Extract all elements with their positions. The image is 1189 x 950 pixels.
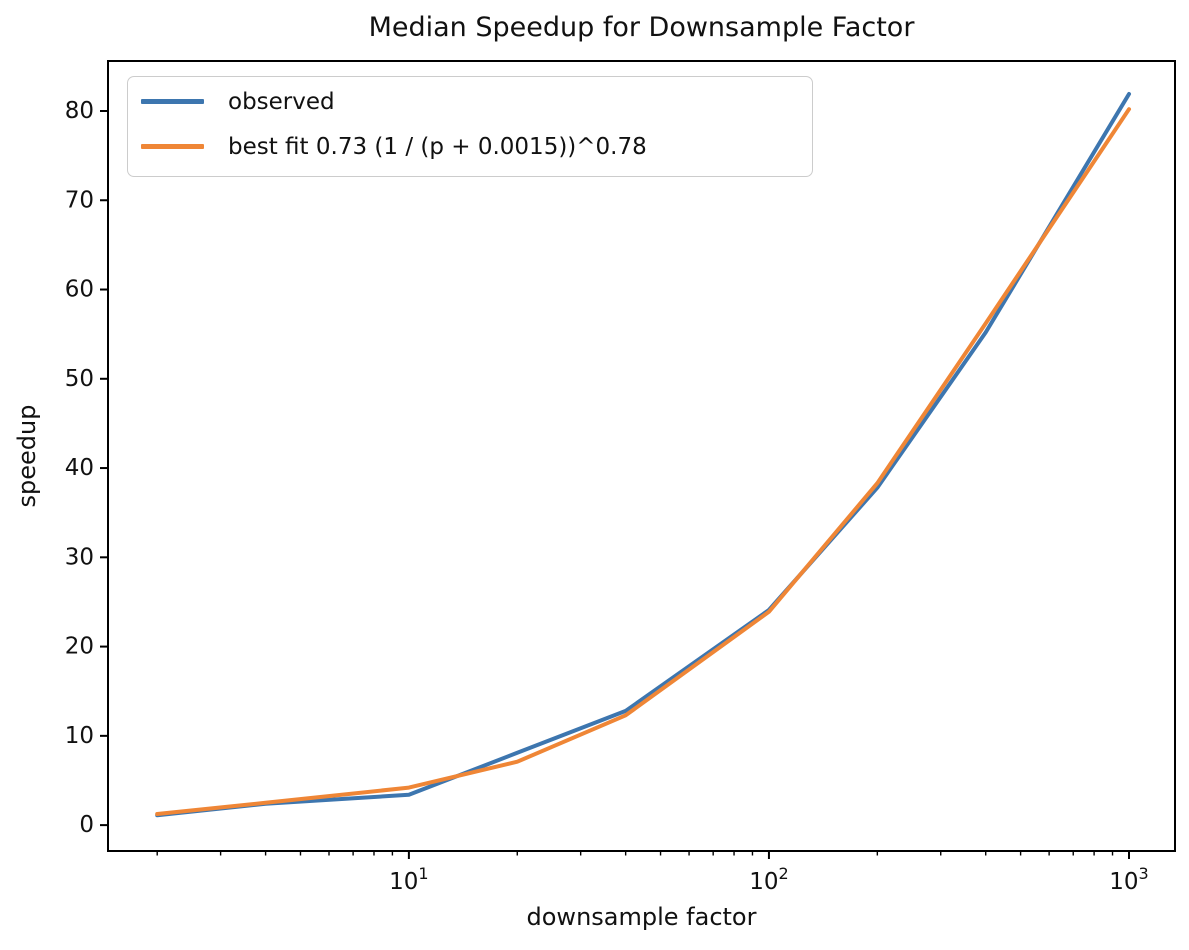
x-axis-label: downsample factor <box>526 903 757 931</box>
legend-label-observed: observed <box>228 88 335 115</box>
y-tick-label: 70 <box>65 187 94 213</box>
series-line-observed <box>155 92 1131 818</box>
y-tick-label: 20 <box>65 634 94 660</box>
y-tick-label: 60 <box>65 277 94 303</box>
y-tick-label: 40 <box>65 455 94 481</box>
legend: observed best fit 0.73 (1 / (p + 0.0015)… <box>127 76 813 177</box>
x-tick-label: 101 <box>389 864 428 895</box>
y-tick-label: 0 <box>79 812 94 838</box>
legend-swatch-observed <box>141 99 204 104</box>
y-tick-label: 80 <box>65 98 94 124</box>
legend-label-best-fit: best fit 0.73 (1 / (p + 0.0015))^0.78 <box>228 133 647 160</box>
x-tick-label: 102 <box>749 864 788 895</box>
y-tick-label: 50 <box>65 366 94 392</box>
axes-spines <box>107 60 1176 852</box>
series-line-best-fit <box>155 107 1131 816</box>
x-tick-label: 103 <box>1109 864 1148 895</box>
chart-title: Median Speedup for Downsample Factor <box>368 12 915 43</box>
legend-item-best-fit: best fit 0.73 (1 / (p + 0.0015))^0.78 <box>135 124 812 169</box>
y-tick-label: 10 <box>65 723 94 749</box>
legend-item-observed: observed <box>135 79 812 124</box>
y-tick-label: 30 <box>65 544 94 570</box>
legend-swatch-best-fit <box>141 144 204 149</box>
